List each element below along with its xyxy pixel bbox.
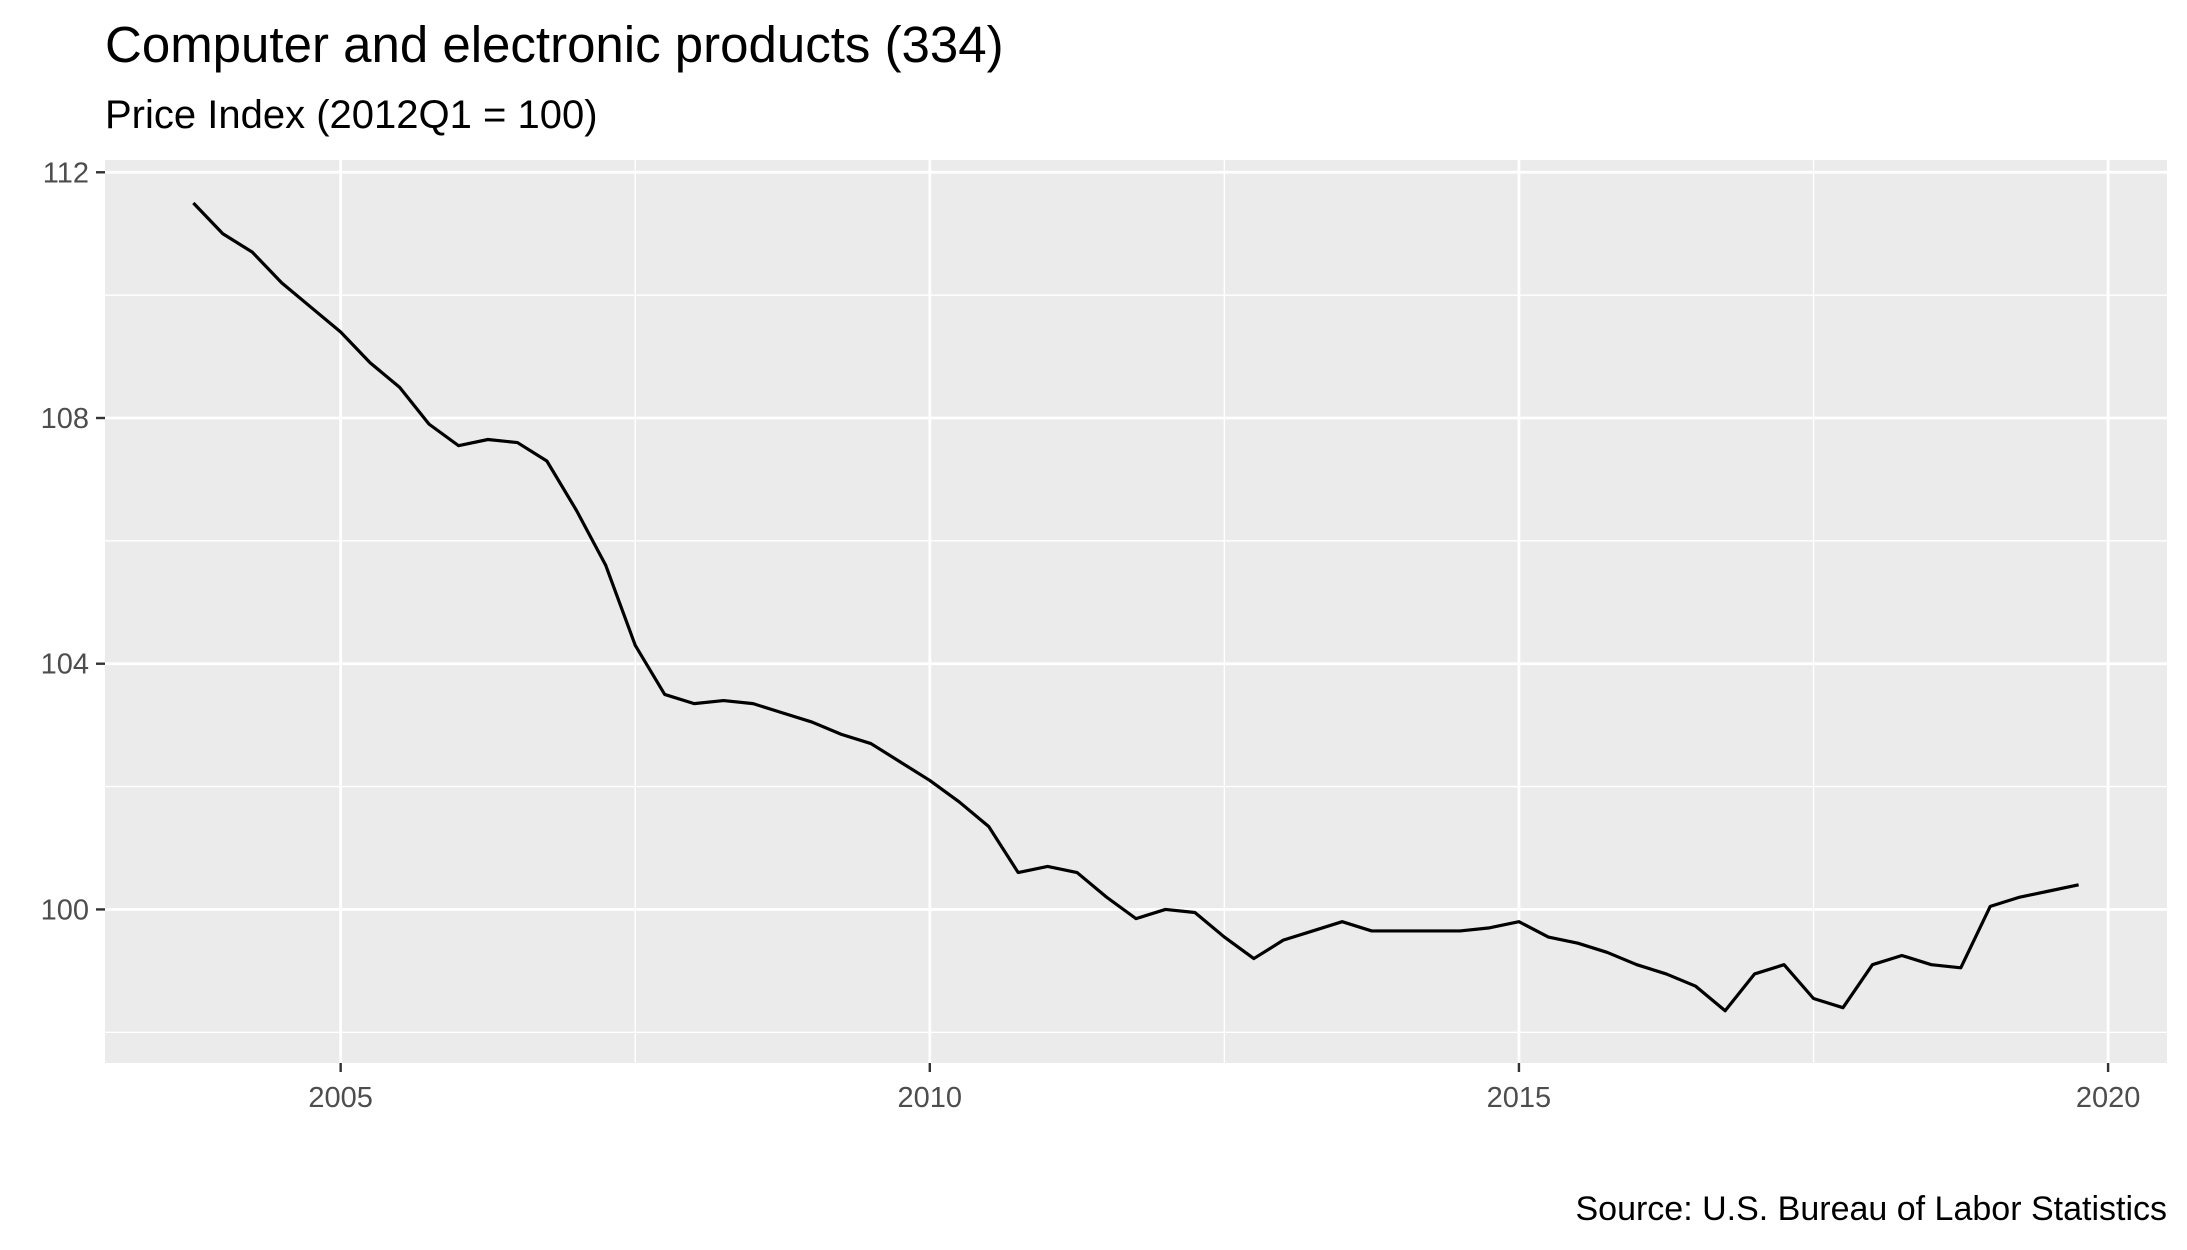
chart-title: Computer and electronic products (334) xyxy=(105,16,1004,73)
y-axis: 100 104 108 112 xyxy=(41,157,105,926)
x-tick-label: 2005 xyxy=(308,1082,373,1114)
y-tick-label: 104 xyxy=(41,649,89,681)
x-tick-label: 2015 xyxy=(1487,1082,1552,1114)
major-gridlines xyxy=(105,160,2167,1063)
minor-gridlines xyxy=(105,160,2167,1063)
x-tick-label: 2020 xyxy=(2076,1082,2141,1114)
series-line xyxy=(192,201,2079,1013)
series-layer xyxy=(192,201,2079,1013)
x-axis: 2005 2010 2015 2020 xyxy=(308,1063,2140,1114)
chart-subtitle: Price Index (2012Q1 = 100) xyxy=(105,93,598,137)
y-tick-label: 100 xyxy=(41,894,89,926)
plot-panel xyxy=(105,160,2167,1063)
y-tick-label: 112 xyxy=(43,157,89,189)
x-tick-label: 2010 xyxy=(898,1082,963,1114)
y-tick-label: 108 xyxy=(41,403,89,435)
source-caption: Source: U.S. Bureau of Labor Statistics xyxy=(1575,1190,2167,1228)
